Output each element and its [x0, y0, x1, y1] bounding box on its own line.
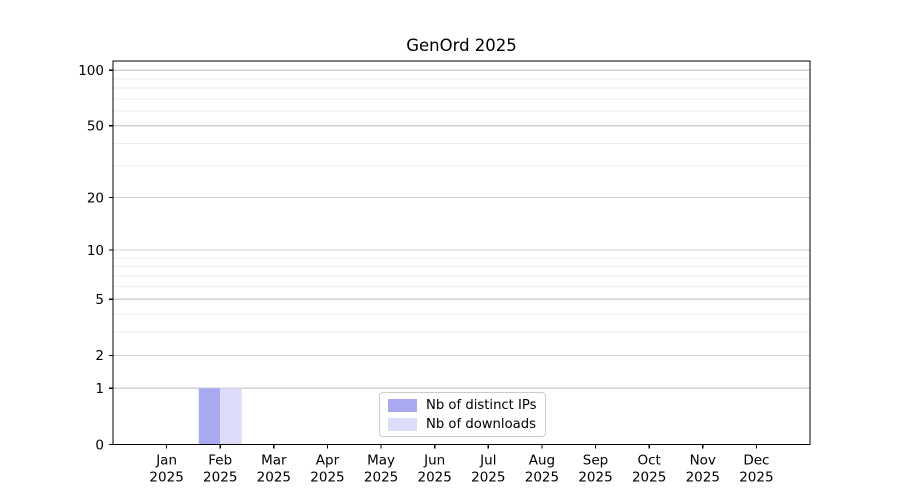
legend-label-downloads: Nb of downloads — [426, 417, 536, 432]
y-tick-label: 2 — [95, 348, 104, 364]
x-tick-label-month: Sep — [583, 453, 608, 469]
x-tick-label-month: Jul — [479, 453, 496, 469]
x-tick-label-month: Nov — [690, 453, 716, 469]
x-tick-label-month: Jan — [155, 453, 177, 469]
x-tick-label-month: May — [367, 453, 395, 469]
chart-title: GenOrd 2025 — [406, 36, 517, 55]
x-tick-label-year: 2025 — [578, 470, 612, 486]
y-tick-label: 5 — [95, 292, 104, 308]
x-tick-label-year: 2025 — [686, 470, 720, 486]
x-tick-label-month: Oct — [637, 453, 660, 469]
x-tick-label-year: 2025 — [418, 470, 452, 486]
x-tick-label-year: 2025 — [149, 470, 183, 486]
y-tick-label: 1 — [95, 381, 104, 397]
bar-nb-of-downloads-feb-2025 — [220, 388, 242, 445]
y-tick-label: 50 — [87, 119, 104, 135]
x-tick-label-year: 2025 — [203, 470, 237, 486]
x-tick-label-month: Aug — [529, 453, 555, 469]
y-tick-label: 0 — [95, 437, 104, 453]
x-tick-label-year: 2025 — [257, 470, 291, 486]
x-tick-label-year: 2025 — [471, 470, 505, 486]
legend: Nb of distinct IPs Nb of downloads — [379, 392, 546, 437]
legend-item-downloads: Nb of downloads — [388, 417, 536, 432]
y-tick-label: 100 — [78, 63, 104, 79]
legend-item-distinct-ips: Nb of distinct IPs — [388, 398, 537, 413]
x-tick-label-year: 2025 — [364, 470, 398, 486]
x-tick-label-year: 2025 — [525, 470, 559, 486]
x-tick-label-month: Apr — [316, 453, 340, 469]
legend-label-distinct-ips: Nb of distinct IPs — [426, 398, 537, 413]
legend-swatch-distinct-ips — [388, 399, 417, 412]
x-tick-label-year: 2025 — [632, 470, 666, 486]
axes-box — [112, 60, 811, 446]
x-tick-label-month: Feb — [208, 453, 232, 469]
y-tick-label: 20 — [87, 190, 104, 206]
x-tick-label-year: 2025 — [739, 470, 773, 486]
x-tick-label-year: 2025 — [310, 470, 344, 486]
bar-nb-of-distinct-ips-feb-2025 — [198, 388, 221, 445]
legend-swatch-downloads — [388, 418, 417, 431]
x-tick-label-month: Dec — [743, 453, 769, 469]
x-tick-label-month: Jun — [423, 453, 445, 469]
x-tick-label-month: Mar — [261, 453, 287, 469]
y-tick-label: 10 — [87, 243, 104, 259]
